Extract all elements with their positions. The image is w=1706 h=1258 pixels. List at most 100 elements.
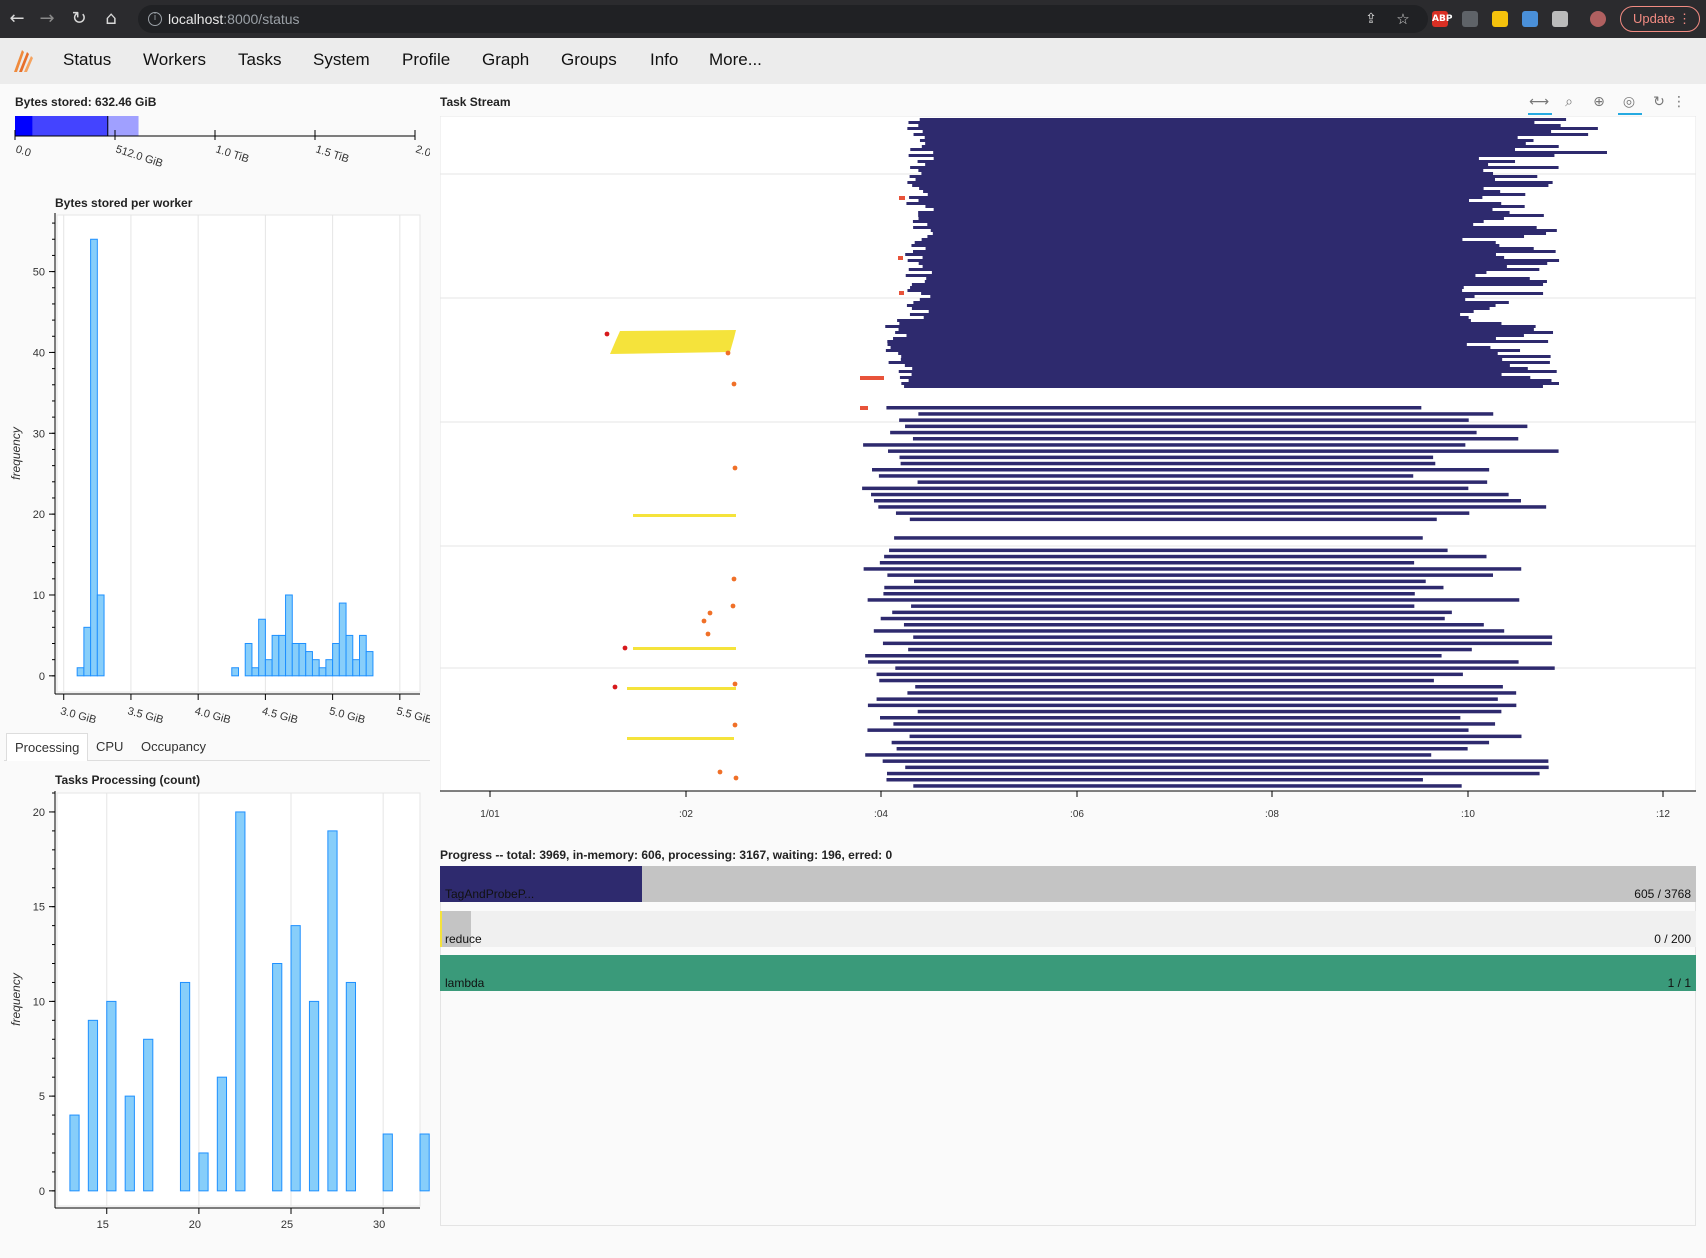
compute-task[interactable] bbox=[899, 455, 1434, 460]
compute-task[interactable] bbox=[927, 235, 1525, 238]
compute-task[interactable] bbox=[911, 283, 1544, 286]
histogram-bar[interactable] bbox=[419, 1133, 430, 1192]
compute-task[interactable] bbox=[913, 226, 1537, 229]
compute-task[interactable] bbox=[879, 678, 1434, 683]
compute-task[interactable] bbox=[906, 334, 1524, 337]
compute-task[interactable] bbox=[886, 406, 1422, 410]
compute-task[interactable] bbox=[885, 325, 1536, 328]
compute-task[interactable] bbox=[884, 554, 1487, 559]
histogram-bar[interactable] bbox=[179, 981, 191, 1192]
compute-task[interactable] bbox=[933, 157, 1479, 160]
profile-avatar[interactable] bbox=[1590, 11, 1606, 27]
yellow-task[interactable] bbox=[627, 737, 734, 740]
site-info-icon[interactable]: i bbox=[148, 12, 162, 26]
compute-task[interactable] bbox=[892, 610, 1452, 615]
compute-task[interactable] bbox=[885, 349, 1521, 352]
transfer-marker[interactable] bbox=[732, 681, 738, 687]
bytes-stored-bar[interactable]: 0.0 512.0 GiB 1.0 TiB 1.5 TiB 2.0 TiB bbox=[0, 110, 430, 170]
box-zoom-tool-icon[interactable]: ⌕ bbox=[1565, 94, 1573, 110]
compute-task[interactable] bbox=[878, 474, 1414, 478]
compute-task[interactable] bbox=[918, 217, 1504, 220]
histogram-bar[interactable] bbox=[298, 642, 307, 677]
transfer-marker[interactable] bbox=[612, 684, 618, 690]
yellow-task[interactable] bbox=[633, 514, 736, 517]
toolbar-menu-icon[interactable]: ⋮ bbox=[1672, 94, 1686, 110]
dask-logo-icon[interactable] bbox=[10, 46, 36, 76]
compute-task[interactable] bbox=[888, 361, 1550, 364]
nav-tasks[interactable]: Tasks bbox=[238, 50, 282, 69]
compute-task[interactable] bbox=[923, 190, 1501, 193]
compute-task[interactable] bbox=[931, 271, 1487, 274]
compute-task[interactable] bbox=[891, 740, 1490, 745]
adblock-icon[interactable]: ABP bbox=[1432, 11, 1452, 27]
compute-task[interactable] bbox=[908, 647, 1472, 652]
compute-task[interactable] bbox=[924, 280, 1547, 283]
compute-task[interactable] bbox=[910, 148, 1516, 151]
compute-task[interactable] bbox=[925, 205, 1525, 208]
puzzle-icon[interactable] bbox=[1552, 11, 1568, 27]
compute-task[interactable] bbox=[908, 121, 1535, 124]
compute-task[interactable] bbox=[910, 166, 1559, 169]
compute-task[interactable] bbox=[898, 352, 1498, 355]
transfer-marker[interactable] bbox=[705, 631, 711, 637]
transfer-task[interactable] bbox=[860, 376, 884, 380]
compute-task[interactable] bbox=[906, 304, 1496, 307]
transfer-marker[interactable] bbox=[730, 603, 736, 609]
forward-icon[interactable]: → bbox=[39, 8, 55, 29]
nav-info[interactable]: Info bbox=[650, 50, 679, 69]
compute-task[interactable] bbox=[914, 579, 1426, 584]
compute-task[interactable] bbox=[921, 292, 1544, 295]
tab-cpu[interactable]: CPU bbox=[96, 739, 124, 754]
back-icon[interactable]: ← bbox=[9, 8, 25, 29]
compute-task[interactable] bbox=[917, 480, 1488, 484]
compute-task[interactable] bbox=[922, 256, 1505, 259]
compute-task[interactable] bbox=[895, 331, 1554, 334]
compute-task[interactable] bbox=[925, 247, 1534, 250]
compute-task[interactable] bbox=[914, 241, 1496, 244]
compute-task[interactable] bbox=[907, 289, 1463, 292]
address-bar[interactable]: i localhost:8000/status ⇪ ☆ bbox=[138, 5, 1428, 33]
compute-task[interactable] bbox=[886, 778, 1423, 782]
compute-task[interactable] bbox=[908, 268, 1540, 271]
compute-task[interactable] bbox=[909, 175, 1538, 178]
transfer-marker[interactable] bbox=[725, 350, 731, 356]
compute-task[interactable] bbox=[876, 697, 1498, 701]
compute-task[interactable] bbox=[913, 133, 1589, 136]
compute-task[interactable] bbox=[918, 214, 1544, 217]
histogram-bar[interactable] bbox=[235, 811, 246, 1192]
kebab-menu-icon[interactable]: ⋮ bbox=[1678, 11, 1691, 26]
compute-task[interactable] bbox=[933, 151, 1607, 154]
histogram-bar[interactable] bbox=[83, 626, 92, 677]
transfer-task[interactable] bbox=[860, 406, 868, 410]
compute-task[interactable] bbox=[917, 160, 1516, 163]
compute-task[interactable] bbox=[906, 202, 1502, 205]
transfer-marker[interactable] bbox=[604, 331, 610, 337]
compute-task[interactable] bbox=[905, 765, 1549, 770]
histogram-bar[interactable] bbox=[359, 634, 367, 677]
compute-task[interactable] bbox=[918, 262, 1548, 265]
compute-task[interactable] bbox=[927, 193, 1526, 196]
nav-groups[interactable]: Groups bbox=[561, 50, 617, 69]
compute-task[interactable] bbox=[919, 298, 1466, 301]
compute-task[interactable] bbox=[893, 722, 1496, 726]
compute-task[interactable] bbox=[913, 784, 1462, 788]
compute-task[interactable] bbox=[911, 604, 1415, 608]
compute-task[interactable] bbox=[911, 244, 1500, 247]
compute-task[interactable] bbox=[927, 223, 1474, 226]
compute-task[interactable] bbox=[909, 734, 1522, 739]
compute-task[interactable] bbox=[905, 274, 1476, 277]
compute-task[interactable] bbox=[893, 337, 1496, 340]
compute-task[interactable] bbox=[871, 492, 1509, 497]
compute-task[interactable] bbox=[903, 623, 1484, 627]
histogram-bar[interactable] bbox=[332, 642, 340, 677]
yellow-ext-icon[interactable] bbox=[1492, 11, 1508, 27]
histogram-bar[interactable] bbox=[345, 981, 357, 1192]
compute-task[interactable] bbox=[913, 301, 1509, 304]
compute-task[interactable] bbox=[862, 486, 1469, 491]
compute-task[interactable] bbox=[899, 418, 1469, 422]
compute-task[interactable] bbox=[899, 376, 1531, 379]
tasks-processing-histogram[interactable]: 0 5 10 15 20 15 20 25 30 frequency bbox=[0, 788, 430, 1258]
histogram-bar[interactable] bbox=[290, 925, 301, 1192]
histogram-bar[interactable] bbox=[308, 1000, 320, 1192]
compute-task[interactable] bbox=[863, 443, 1466, 447]
